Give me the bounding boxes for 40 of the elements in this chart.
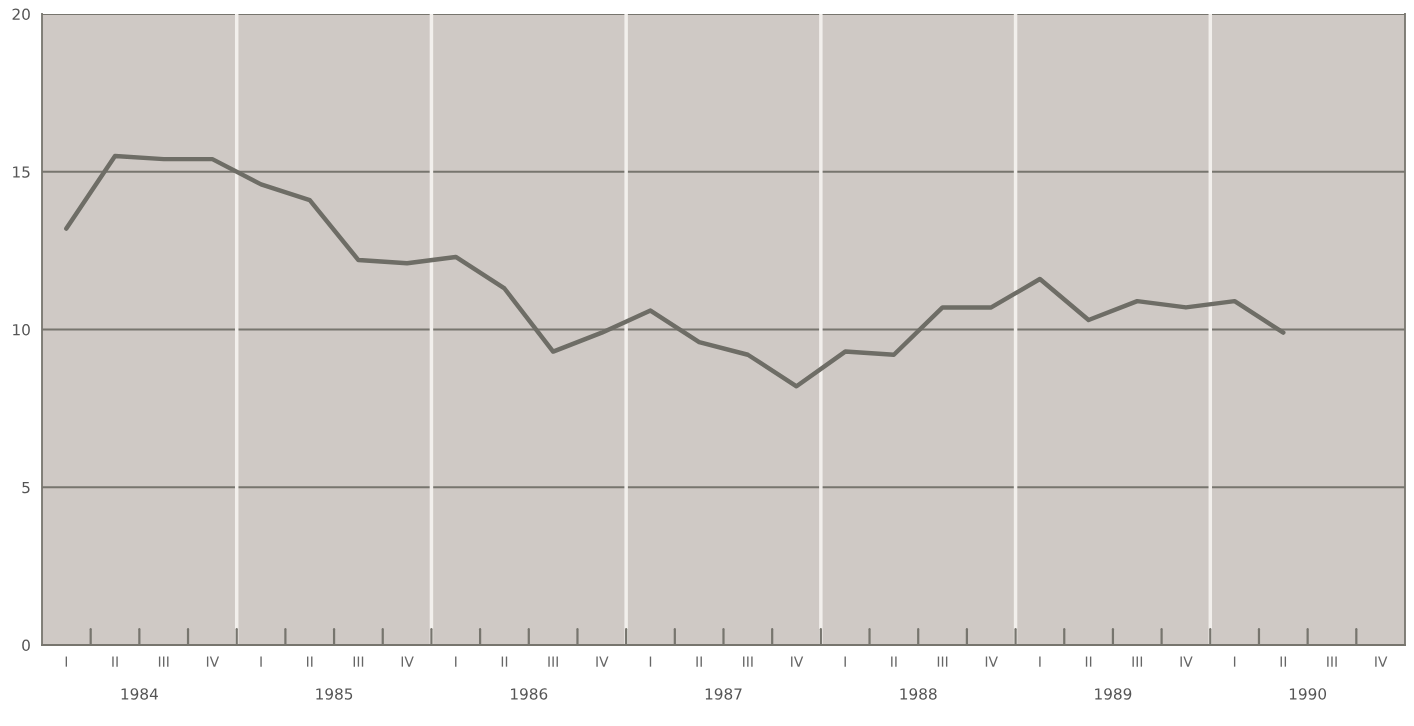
x-tick-label: IV	[206, 656, 220, 667]
x-tick-label: III	[353, 656, 364, 667]
x-tick-label: III	[937, 656, 948, 667]
x-tick-label: I	[649, 656, 652, 667]
text: 1986	[511, 688, 548, 700]
y-tick-label: 20	[12, 8, 30, 21]
text: 1988	[900, 688, 937, 700]
x-tick-label: III	[1132, 656, 1143, 667]
text: 1985	[316, 688, 353, 700]
x-tick-label: IV	[401, 656, 414, 667]
y-tick-label: 15	[13, 166, 30, 178]
text: 1989	[1095, 688, 1132, 700]
x-tick-label: I	[1233, 656, 1236, 667]
text: 1990	[1289, 688, 1327, 700]
x-tick-label: I	[1039, 656, 1041, 667]
x-tick-label: II	[501, 656, 508, 667]
x-tick-label: II	[1280, 656, 1287, 667]
x-tick-label: III	[158, 656, 169, 667]
x-tick-label: IV	[1180, 656, 1193, 667]
x-tick-label: III	[1327, 656, 1337, 667]
x-tick-label: I	[844, 656, 846, 667]
x-tick-label: IV	[791, 656, 804, 667]
x-tick-label: I	[260, 656, 262, 667]
text: 1987	[705, 688, 742, 700]
y-tick-label: 10	[13, 323, 30, 336]
text: 1984	[121, 688, 158, 700]
x-tick-label: IV	[596, 656, 609, 667]
x-tick-label: II	[891, 656, 897, 667]
x-tick-label: I	[455, 656, 457, 667]
x-tick-label: I	[65, 656, 68, 667]
x-tick-label: IV	[1375, 656, 1388, 667]
y-tick-label: 5	[22, 481, 30, 494]
x-tick-label: III	[548, 656, 558, 667]
x-tick-label: II	[112, 656, 118, 667]
x-tick-label: IV	[985, 656, 998, 667]
y-tick-label: 0	[22, 639, 30, 652]
x-tick-label: II	[1085, 656, 1092, 667]
x-tick-label: II	[307, 656, 313, 667]
x-tick-label: III	[743, 656, 753, 667]
x-tick-label: II	[696, 656, 702, 667]
